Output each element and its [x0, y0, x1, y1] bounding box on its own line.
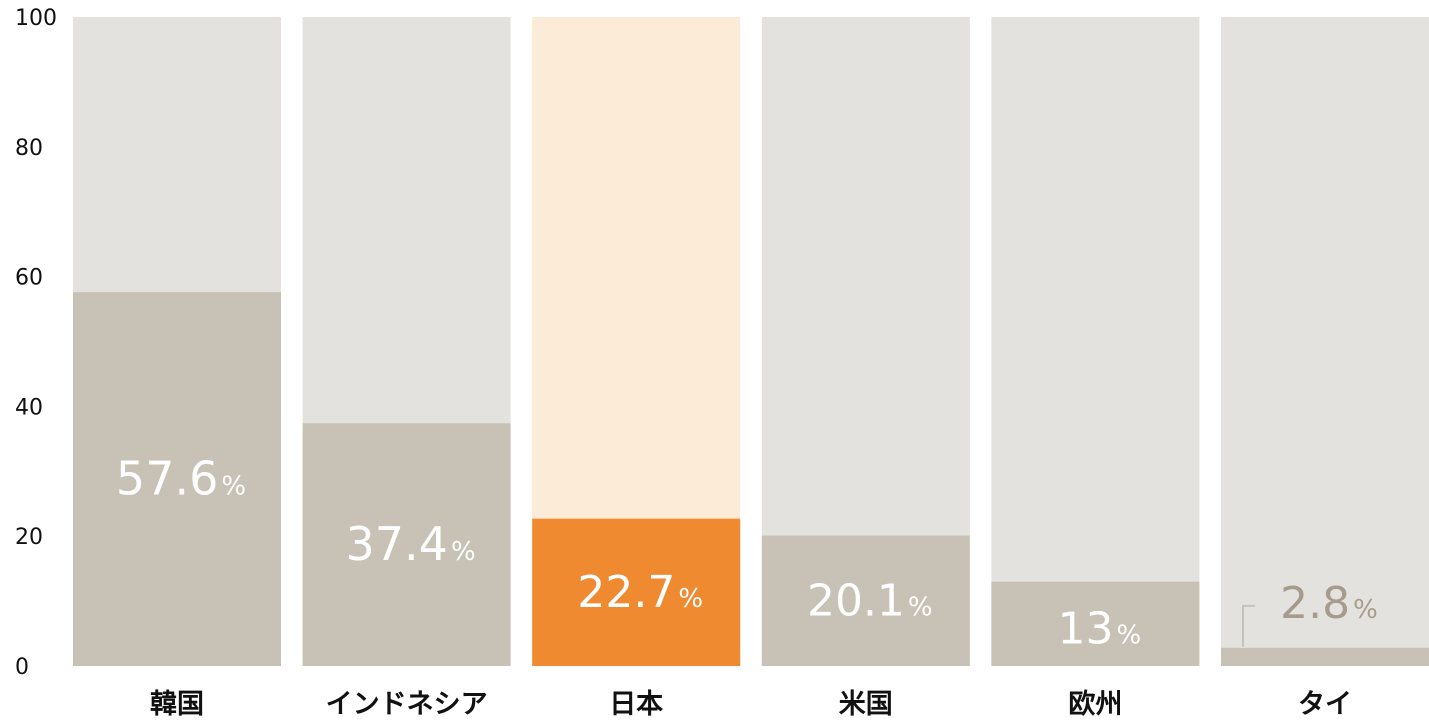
- data-label-value: 13: [1058, 604, 1114, 655]
- data-label-unit: %: [221, 471, 246, 501]
- category-label: タイ: [1298, 689, 1352, 720]
- data-label-unit: %: [1353, 595, 1378, 625]
- x-axis: 韓国 インドネシア 日本 米国 欧州 タイ: [150, 689, 1352, 720]
- bar: [1221, 647, 1429, 666]
- y-tick-label: 0: [15, 655, 29, 680]
- data-label-unit: %: [451, 537, 476, 567]
- y-axis: 0 20 40 60 80 100: [15, 6, 57, 680]
- category-label: 日本: [609, 689, 663, 720]
- bar: [991, 581, 1200, 666]
- data-label-value: 57.6: [116, 451, 218, 505]
- data-label: 22.7%: [577, 567, 703, 618]
- y-tick-label: 60: [15, 266, 43, 291]
- bar: [302, 423, 511, 666]
- category-label: インドネシア: [326, 689, 488, 720]
- category-label: 欧州: [1068, 689, 1122, 720]
- data-label-value: 20.1: [807, 575, 905, 626]
- data-label: 20.1%: [807, 575, 933, 626]
- data-label-value: 37.4: [346, 517, 448, 571]
- data-label-unit: %: [908, 592, 933, 622]
- category-label: 韓国: [150, 689, 204, 720]
- data-label-unit: %: [678, 584, 703, 614]
- bar-track: [991, 17, 1200, 666]
- bar: [761, 535, 970, 666]
- data-label-value: 22.7: [577, 567, 675, 618]
- data-label-unit: %: [1117, 621, 1142, 651]
- y-tick-label: 20: [15, 525, 43, 550]
- bar-track: [1221, 17, 1429, 666]
- data-label: 57.6%: [116, 451, 246, 505]
- label-leader-line: [1242, 604, 1255, 647]
- y-tick-label: 80: [15, 136, 43, 161]
- y-tick-label: 100: [15, 6, 57, 31]
- bar: [532, 518, 741, 666]
- y-tick-label: 40: [15, 395, 43, 420]
- data-label: 13%: [1058, 604, 1142, 655]
- bars: 57.6 %37.4 %22.7% 20.1% 13 %2.8%: [73, 17, 1429, 666]
- category-label: 米国: [839, 689, 893, 720]
- data-label-value: 2.8: [1280, 578, 1350, 629]
- bar: [73, 292, 281, 666]
- data-label: 2.8%: [1280, 578, 1378, 629]
- data-label: 37.4%: [346, 517, 476, 571]
